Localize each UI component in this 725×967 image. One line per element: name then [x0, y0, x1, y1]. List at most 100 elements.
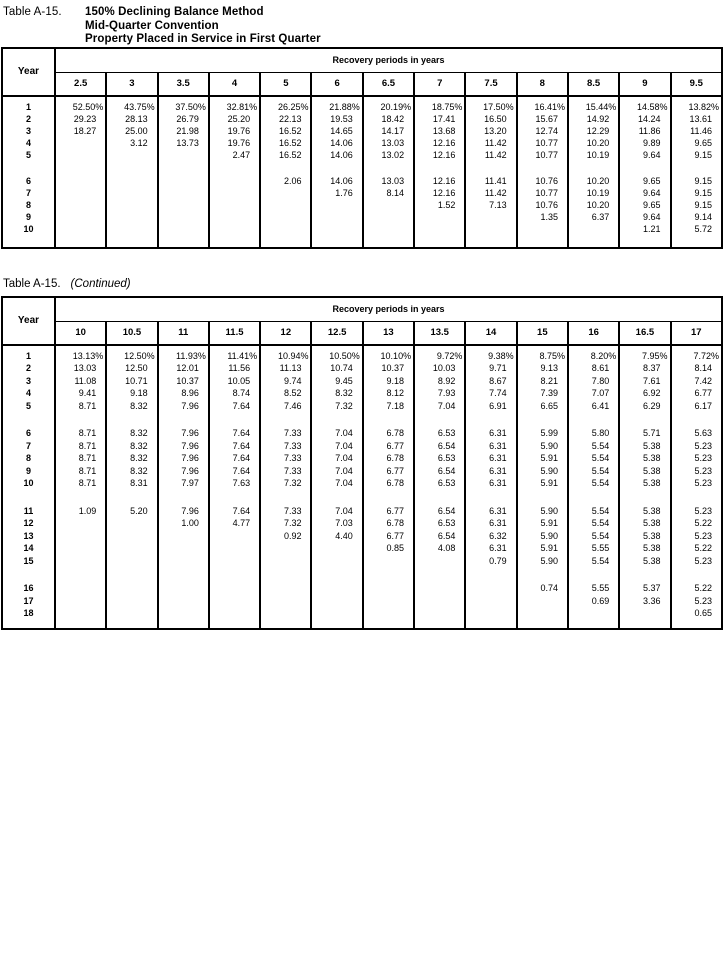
table-row: 8 1.52 7.13 10.76 10.20 9.65 9.15 — [2, 198, 722, 211]
header-row-columns: 10 10.5 11 11.5 12 12.5 13 13.5 14 15 16 16.5 17 — [2, 321, 722, 346]
value-cell — [361, 222, 415, 235]
value-cell: 7.04 — [413, 399, 466, 412]
value-cell: 9.18 — [361, 374, 415, 387]
value-cell: 8.12 — [361, 387, 415, 400]
value-cell: 7.32 — [310, 399, 363, 412]
spacer-cell — [618, 489, 671, 505]
value-cell: 7.96 — [156, 504, 209, 517]
value-cell: 10.76 — [515, 198, 568, 211]
year-cell: 16 — [2, 582, 56, 595]
value-cell — [156, 186, 209, 199]
col-header: 16.5 — [618, 321, 671, 346]
value-cell — [464, 594, 517, 607]
spacer-cell — [669, 160, 722, 175]
col-header: 12 — [259, 321, 312, 346]
value-cell: 5.22 — [669, 517, 722, 530]
value-cell: 7.42 — [669, 374, 722, 387]
spacer-cell — [259, 619, 312, 629]
table-row: 10 8.71 8.31 7.97 7.63 7.32 7.04 6.78 6.53 6.31 5.… — [2, 477, 722, 490]
spacer-row — [2, 619, 722, 629]
value-cell: 6.78 — [361, 452, 415, 465]
table-header: Year Recovery periods in years 10 10.5 11 11.… — [2, 296, 722, 346]
value-cell: 5.38 — [618, 477, 671, 490]
value-cell: 9.15 — [669, 148, 722, 161]
value-cell: 37.50% — [156, 100, 209, 113]
value-cell: 8.37 — [618, 362, 671, 375]
value-cell: 7.96 — [156, 427, 209, 440]
table-label: Table A-15. — [3, 6, 62, 18]
value-cell: 6.31 — [464, 542, 517, 555]
spacer-cell — [618, 567, 671, 582]
spacer-cell — [105, 344, 158, 350]
table-row: 13 0.92 4.40 6.77 6.54 6.32 5.90 5.54 5.38 5.23 — [2, 529, 722, 542]
value-cell: 13.61 — [669, 112, 722, 125]
spacer-cell — [53, 344, 107, 350]
value-cell: 0.79 — [464, 554, 517, 567]
spacer-cell — [156, 567, 209, 582]
value-cell — [310, 198, 363, 211]
value-cell: 9.64 — [618, 186, 671, 199]
table-body: 1 52.50% 43.75% 37.50% 32.81% 26.25% 21.88% 20.… — [2, 95, 722, 248]
spacer-cell — [618, 160, 671, 175]
value-cell: 5.54 — [566, 504, 620, 517]
value-cell: 6.31 — [464, 452, 517, 465]
value-cell: 9.65 — [669, 136, 722, 149]
value-cell: 17.50% — [464, 100, 517, 113]
value-cell: 5.37 — [618, 582, 671, 595]
value-cell — [259, 186, 312, 199]
col-header: 12.5 — [310, 321, 363, 346]
col-header: 8 — [515, 72, 568, 97]
value-cell — [361, 607, 415, 620]
value-cell: 7.96 — [156, 439, 209, 452]
value-cell: 7.04 — [310, 439, 363, 452]
value-cell: 5.22 — [669, 542, 722, 555]
title-line-convention: Mid-Quarter Convention — [85, 19, 219, 32]
spacer-cell — [53, 412, 107, 427]
value-cell: 19.76 — [207, 136, 261, 149]
spacer-cell — [259, 160, 312, 175]
table-body: 1 13.13% 12.50% 11.93% 11.41% 10.94% 10.50% 10.… — [2, 344, 722, 629]
value-cell: 6.32 — [464, 529, 517, 542]
value-cell — [464, 222, 517, 235]
spacer-cell — [207, 619, 261, 629]
value-cell — [310, 554, 363, 567]
value-cell: 7.95% — [618, 349, 671, 362]
value-cell: 5.23 — [669, 452, 722, 465]
spacer-cell — [207, 567, 261, 582]
value-cell: 11.41% — [207, 349, 261, 362]
value-cell: 7.74 — [464, 387, 517, 400]
spacer-cell — [310, 619, 363, 629]
col-header: 11 — [156, 321, 209, 346]
spacer-cell — [259, 234, 312, 248]
value-cell: 32.81% — [207, 100, 261, 113]
value-cell — [156, 198, 209, 211]
title-line-quarter: Property Placed in Service in First Quar… — [85, 33, 321, 45]
col-header: 13 — [361, 321, 415, 346]
spacer-year-cell — [2, 567, 56, 582]
value-cell: 5.54 — [566, 452, 620, 465]
year-header: Year — [2, 47, 56, 97]
value-cell: 0.69 — [566, 594, 620, 607]
value-cell: 16.52 — [259, 136, 312, 149]
value-cell — [618, 607, 671, 620]
spacer-cell — [105, 234, 158, 248]
value-cell: 6.65 — [515, 399, 568, 412]
value-cell — [53, 542, 107, 555]
table-row: 8 8.71 8.32 7.96 7.64 7.33 7.04 6.78 6.53 6.31 5.9… — [2, 452, 722, 465]
year-cell: 7 — [2, 439, 56, 452]
value-cell: 10.37 — [156, 374, 209, 387]
spacer-cell — [566, 619, 620, 629]
value-cell: 6.54 — [413, 464, 466, 477]
value-cell — [53, 582, 107, 595]
value-cell: 1.00 — [156, 517, 209, 530]
value-cell — [105, 542, 158, 555]
value-cell: 8.92 — [413, 374, 466, 387]
value-cell: 11.86 — [618, 124, 671, 137]
spacer-cell — [105, 412, 158, 427]
spacer-cell — [464, 489, 517, 505]
value-cell: 12.50% — [105, 349, 158, 362]
year-cell: 10 — [2, 477, 56, 490]
value-cell: 1.09 — [53, 504, 107, 517]
value-cell: 7.64 — [207, 439, 261, 452]
value-cell: 10.74 — [310, 362, 363, 375]
